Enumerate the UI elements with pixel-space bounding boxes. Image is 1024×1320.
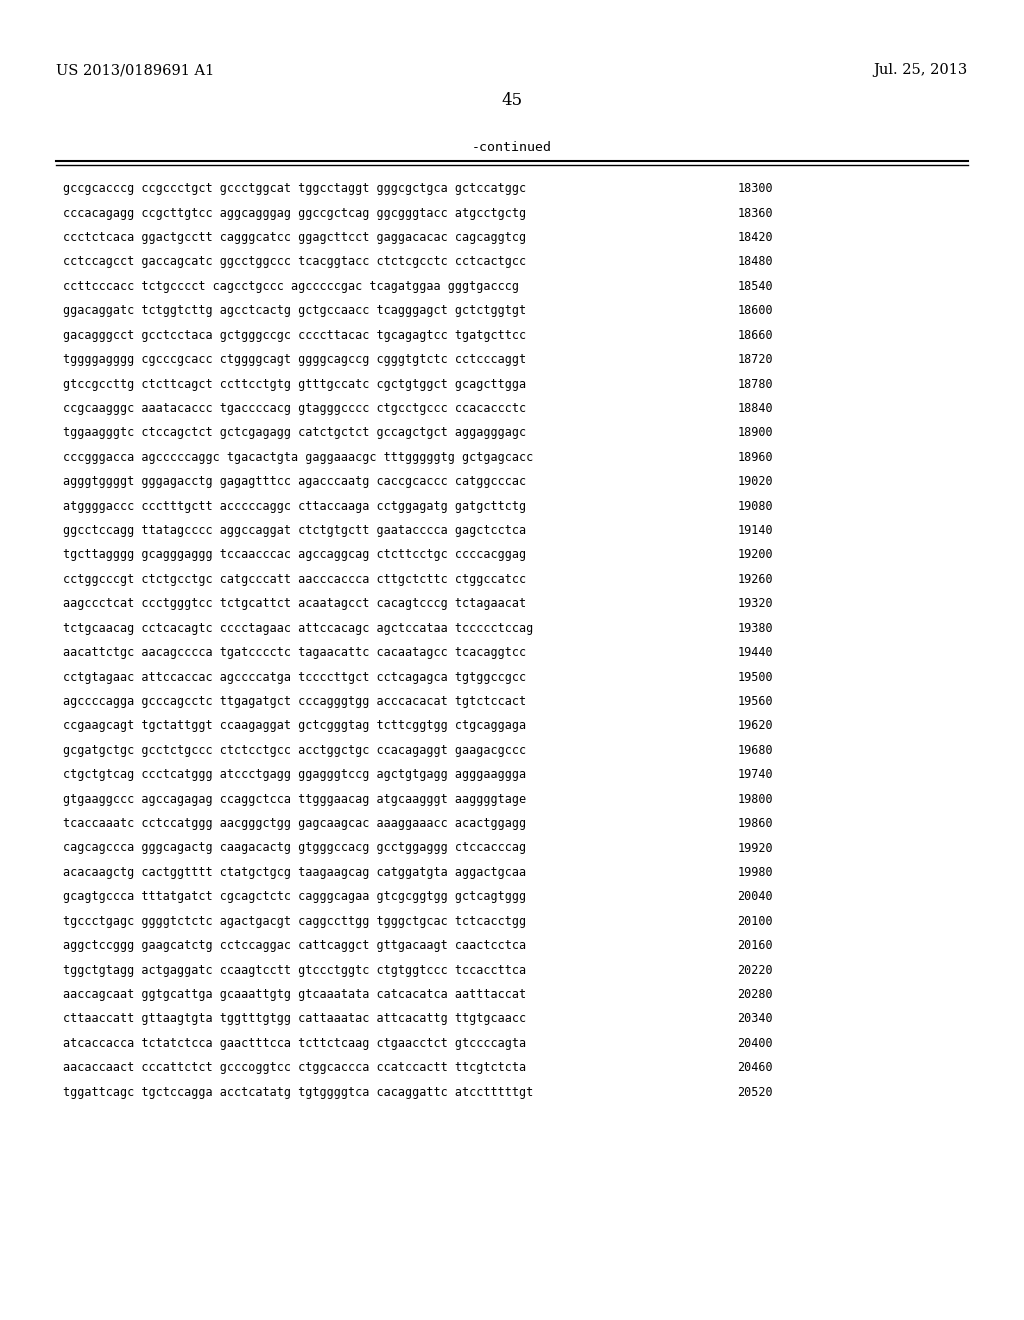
- Text: ccttcccacc tctgcccct cagcctgccc agcccccgac tcagatggaa gggtgacccg: ccttcccacc tctgcccct cagcctgccc agcccccg…: [63, 280, 519, 293]
- Text: 18480: 18480: [737, 256, 773, 268]
- Text: 20100: 20100: [737, 915, 773, 928]
- Text: gtccgccttg ctcttcagct ccttcctgtg gtttgccatc cgctgtggct gcagcttgga: gtccgccttg ctcttcagct ccttcctgtg gtttgcc…: [63, 378, 526, 391]
- Text: 19260: 19260: [737, 573, 773, 586]
- Text: 19440: 19440: [737, 647, 773, 659]
- Text: acacaagctg cactggtttt ctatgctgcg taagaagcag catggatgta aggactgcaa: acacaagctg cactggtttt ctatgctgcg taagaag…: [63, 866, 526, 879]
- Text: 19920: 19920: [737, 842, 773, 854]
- Text: 18540: 18540: [737, 280, 773, 293]
- Text: 18600: 18600: [737, 305, 773, 317]
- Text: tgcttagggg gcagggaggg tccaacccac agccaggcag ctcttcctgc ccccacggag: tgcttagggg gcagggaggg tccaacccac agccagg…: [63, 549, 526, 561]
- Text: cctggcccgt ctctgcctgc catgcccatt aacccaccca cttgctcttc ctggccatcc: cctggcccgt ctctgcctgc catgcccatt aacccac…: [63, 573, 526, 586]
- Text: atggggaccc ccctttgctt acccccaggc cttaccaaga cctggagatg gatgcttctg: atggggaccc ccctttgctt acccccaggc cttacca…: [63, 500, 526, 512]
- Text: tcaccaaatc cctccatggg aacgggctgg gagcaagcac aaaggaaacc acactggagg: tcaccaaatc cctccatggg aacgggctgg gagcaag…: [63, 817, 526, 830]
- Text: tctgcaacag cctcacagtc cccctagaac attccacagc agctccataa tccccctccag: tctgcaacag cctcacagtc cccctagaac attccac…: [63, 622, 534, 635]
- Text: gtgaaggccc agccagagag ccaggctcca ttgggaacag atgcaagggt aaggggtage: gtgaaggccc agccagagag ccaggctcca ttgggaa…: [63, 792, 526, 805]
- Text: cctccagcct gaccagcatc ggcctggccc tcacggtacc ctctcgcctc cctcactgcc: cctccagcct gaccagcatc ggcctggccc tcacggt…: [63, 256, 526, 268]
- Text: 18960: 18960: [737, 451, 773, 463]
- Text: 20400: 20400: [737, 1038, 773, 1049]
- Text: cagcagccca gggcagactg caagacactg gtgggccacg gcctggaggg ctccacccag: cagcagccca gggcagactg caagacactg gtgggcc…: [63, 842, 526, 854]
- Text: gcagtgccca tttatgatct cgcagctctc cagggcagaa gtcgcggtgg gctcagtggg: gcagtgccca tttatgatct cgcagctctc cagggca…: [63, 890, 526, 903]
- Text: 19620: 19620: [737, 719, 773, 733]
- Text: -continued: -continued: [472, 141, 552, 154]
- Text: aacattctgc aacagcccca tgatcccctc tagaacattc cacaatagcc tcacaggtcc: aacattctgc aacagcccca tgatcccctc tagaaca…: [63, 647, 526, 659]
- Text: tggctgtagg actgaggatc ccaagtcctt gtccctggtc ctgtggtccc tccaccttca: tggctgtagg actgaggatc ccaagtcctt gtccctg…: [63, 964, 526, 977]
- Text: cccgggacca agcccccaggc tgacactgta gaggaaacgc tttgggggtg gctgagcacc: cccgggacca agcccccaggc tgacactgta gaggaa…: [63, 451, 534, 463]
- Text: 18900: 18900: [737, 426, 773, 440]
- Text: aacaccaact cccattctct gcccoggtcc ctggcaccca ccatccactt ttcgtctcta: aacaccaact cccattctct gcccoggtcc ctggcac…: [63, 1061, 526, 1074]
- Text: 19200: 19200: [737, 549, 773, 561]
- Text: 18420: 18420: [737, 231, 773, 244]
- Text: 20040: 20040: [737, 890, 773, 903]
- Text: ggacaggatc tctggtcttg agcctcactg gctgccaacc tcagggagct gctctggtgt: ggacaggatc tctggtcttg agcctcactg gctgcca…: [63, 305, 526, 317]
- Text: cctgtagaac attccaccac agccccatga tccccttgct cctcagagca tgtggccgcc: cctgtagaac attccaccac agccccatga tcccctt…: [63, 671, 526, 684]
- Text: 20520: 20520: [737, 1085, 773, 1098]
- Text: 19140: 19140: [737, 524, 773, 537]
- Text: 19080: 19080: [737, 500, 773, 512]
- Text: ctgctgtcag ccctcatggg atccctgagg ggagggtccg agctgtgagg agggaaggga: ctgctgtcag ccctcatggg atccctgagg ggagggt…: [63, 768, 526, 781]
- Text: 19380: 19380: [737, 622, 773, 635]
- Text: tggaagggtc ctccagctct gctcgagagg catctgctct gccagctgct aggagggagc: tggaagggtc ctccagctct gctcgagagg catctgc…: [63, 426, 526, 440]
- Text: 18360: 18360: [737, 206, 773, 219]
- Text: 19560: 19560: [737, 694, 773, 708]
- Text: 19980: 19980: [737, 866, 773, 879]
- Text: 19800: 19800: [737, 792, 773, 805]
- Text: ccgcaagggc aaatacaccc tgaccccacg gtagggcccc ctgcctgccc ccacaccctc: ccgcaagggc aaatacaccc tgaccccacg gtagggc…: [63, 401, 526, 414]
- Text: aagccctcat ccctgggtcc tctgcattct acaatagcct cacagtcccg tctagaacat: aagccctcat ccctgggtcc tctgcattct acaatag…: [63, 597, 526, 610]
- Text: tggattcagc tgctccagga acctcatatg tgtggggtca cacaggattc atcctttttgt: tggattcagc tgctccagga acctcatatg tgtgggg…: [63, 1085, 534, 1098]
- Text: 18840: 18840: [737, 401, 773, 414]
- Text: agccccagga gcccagcctc ttgagatgct cccagggtgg acccacacat tgtctccact: agccccagga gcccagcctc ttgagatgct cccaggg…: [63, 694, 526, 708]
- Text: 20160: 20160: [737, 940, 773, 952]
- Text: 19020: 19020: [737, 475, 773, 488]
- Text: cttaaccatt gttaagtgta tggtttgtgg cattaaatac attcacattg ttgtgcaacc: cttaaccatt gttaagtgta tggtttgtgg cattaaa…: [63, 1012, 526, 1026]
- Text: 18720: 18720: [737, 354, 773, 366]
- Text: tggggagggg cgcccgcacc ctggggcagt ggggcagccg cgggtgtctc cctcccaggt: tggggagggg cgcccgcacc ctggggcagt ggggcag…: [63, 354, 526, 366]
- Text: agggtggggt gggagacctg gagagtttcc agacccaatg caccgcaccc catggcccac: agggtggggt gggagacctg gagagtttcc agaccca…: [63, 475, 526, 488]
- Text: ccctctcaca ggactgcctt cagggcatcc ggagcttcct gaggacacac cagcaggtcg: ccctctcaca ggactgcctt cagggcatcc ggagctt…: [63, 231, 526, 244]
- Text: aggctccggg gaagcatctg cctccaggac cattcaggct gttgacaagt caactcctca: aggctccggg gaagcatctg cctccaggac cattcag…: [63, 940, 526, 952]
- Text: gccgcacccg ccgccctgct gccctggcat tggcctaggt gggcgctgca gctccatggc: gccgcacccg ccgccctgct gccctggcat tggccta…: [63, 182, 526, 195]
- Text: 18300: 18300: [737, 182, 773, 195]
- Text: ccgaagcagt tgctattggt ccaagaggat gctcgggtag tcttcggtgg ctgcaggaga: ccgaagcagt tgctattggt ccaagaggat gctcggg…: [63, 719, 526, 733]
- Text: 20460: 20460: [737, 1061, 773, 1074]
- Text: ggcctccagg ttatagcccc aggccaggat ctctgtgctt gaatacccca gagctcctca: ggcctccagg ttatagcccc aggccaggat ctctgtg…: [63, 524, 526, 537]
- Text: gcgatgctgc gcctctgccc ctctcctgcc acctggctgc ccacagaggt gaagacgccc: gcgatgctgc gcctctgccc ctctcctgcc acctggc…: [63, 744, 526, 756]
- Text: 18780: 18780: [737, 378, 773, 391]
- Text: 18660: 18660: [737, 329, 773, 342]
- Text: 20280: 20280: [737, 987, 773, 1001]
- Text: tgccctgagc ggggtctctc agactgacgt caggccttgg tgggctgcac tctcacctgg: tgccctgagc ggggtctctc agactgacgt caggcct…: [63, 915, 526, 928]
- Text: Jul. 25, 2013: Jul. 25, 2013: [873, 63, 968, 78]
- Text: 19500: 19500: [737, 671, 773, 684]
- Text: 20340: 20340: [737, 1012, 773, 1026]
- Text: US 2013/0189691 A1: US 2013/0189691 A1: [56, 63, 215, 78]
- Text: 45: 45: [502, 92, 522, 110]
- Text: gacagggcct gcctcctaca gctgggccgc ccccttacac tgcagagtcc tgatgcttcc: gacagggcct gcctcctaca gctgggccgc cccctta…: [63, 329, 526, 342]
- Text: cccacagagg ccgcttgtcc aggcagggag ggccgctcag ggcgggtacc atgcctgctg: cccacagagg ccgcttgtcc aggcagggag ggccgct…: [63, 206, 526, 219]
- Text: 19860: 19860: [737, 817, 773, 830]
- Text: 19680: 19680: [737, 744, 773, 756]
- Text: 20220: 20220: [737, 964, 773, 977]
- Text: atcaccacca tctatctcca gaactttcca tcttctcaag ctgaacctct gtccccagta: atcaccacca tctatctcca gaactttcca tcttctc…: [63, 1038, 526, 1049]
- Text: 19320: 19320: [737, 597, 773, 610]
- Text: aaccagcaat ggtgcattga gcaaattgtg gtcaaatata catcacatca aatttaccat: aaccagcaat ggtgcattga gcaaattgtg gtcaaat…: [63, 987, 526, 1001]
- Text: 19740: 19740: [737, 768, 773, 781]
